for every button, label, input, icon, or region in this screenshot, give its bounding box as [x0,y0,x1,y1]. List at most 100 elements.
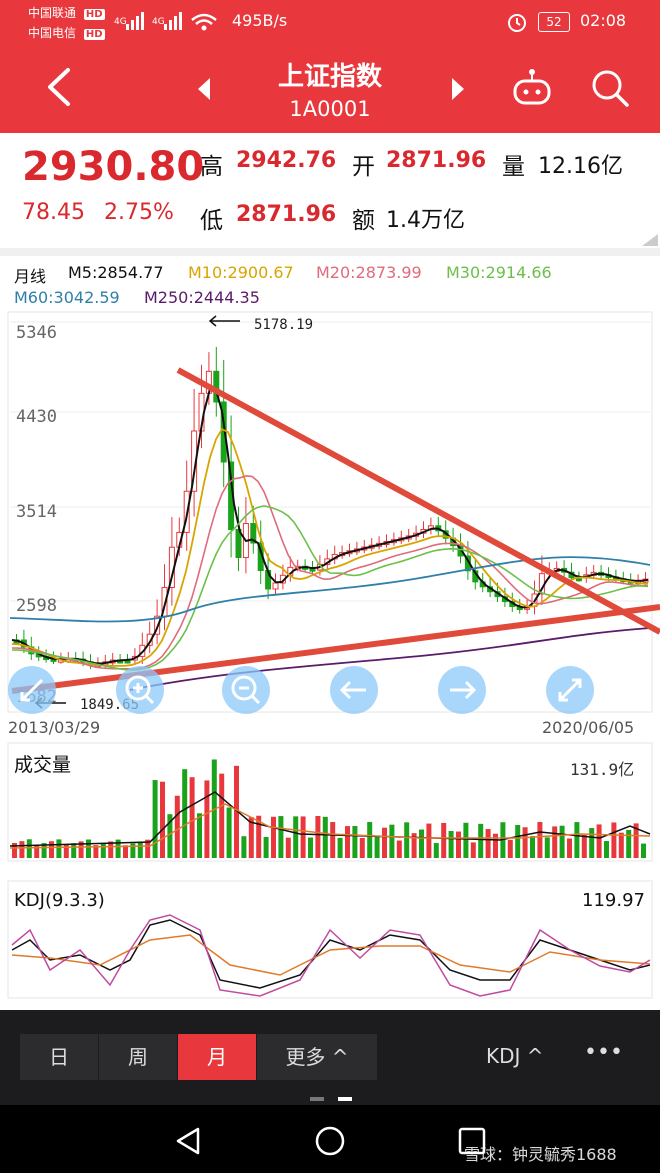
period-label: 月线 [14,267,47,286]
signal-wifi-icon: 4G 4G [114,12,217,31]
volume-bar [345,826,350,858]
zoom-in-button[interactable] [116,666,164,714]
watermark: 雪球：钟灵毓秀1688 [464,1145,617,1164]
volume-bar [123,845,128,858]
volume-bar [507,839,513,858]
volume-bar [285,837,291,858]
volume-bar [559,825,565,858]
divider [0,248,660,256]
nav-home-icon[interactable] [312,1123,348,1159]
kdj-chart [7,880,653,999]
indicator-selector[interactable]: KDJ ^ [486,1044,544,1068]
clock: 02:08 [580,11,627,30]
volume-bar [596,824,602,858]
volume-bar [330,822,336,858]
high-note: 5178.19 [254,317,313,333]
stock-code: 1A0001 [289,97,371,121]
volume-bar [145,839,151,858]
volume-bar [226,807,232,858]
zoom-out-button[interactable] [222,666,270,714]
volume-bar [448,831,454,858]
open-label: 开 [352,154,375,180]
volume-bar [204,780,210,858]
low-value: 2871.96 [236,202,337,227]
volume-bar [411,833,417,858]
resize-handle-icon [20,678,44,702]
candlestick-chart[interactable]: 5346 4430 3514 2598 1682 5178.19 1849.65 [0,310,660,715]
kdj-title: KDJ(9.3.3) [14,890,105,911]
volume-bar [626,829,632,858]
ma-line [11,505,649,671]
candle-body [250,523,257,544]
fullscreen-icon [558,678,582,702]
volume-bar [71,843,77,858]
volume-bar [359,837,365,858]
tab-week[interactable]: 周 [99,1034,177,1080]
tab-month[interactable]: 月 [178,1034,256,1080]
alarm-icon [508,14,526,32]
volume-bar [189,777,195,858]
ma10-label: M10:2900.67 [188,263,294,282]
volume-bar [56,839,62,858]
tab-day[interactable]: 日 [20,1034,98,1080]
drag-left-button[interactable] [8,666,56,714]
tab-more[interactable]: 更多 ^ [257,1034,377,1080]
volume-bar [271,816,276,858]
search-icon[interactable] [588,66,632,110]
next-stock-icon[interactable] [448,76,468,102]
low-label: 低 [200,208,223,234]
volume-bar [86,839,91,858]
carrier-2-label: 中国电信 [28,26,77,40]
fullscreen-button[interactable] [546,666,594,714]
svg-text:4G: 4G [152,17,165,27]
kdj-lines [11,914,651,997]
volume-label: 量 [502,154,525,180]
y-tick-2: 4430 [16,407,57,427]
robot-icon[interactable] [510,66,554,110]
volume-bar [293,816,299,858]
resistance-trendline [176,367,660,635]
volume-bar [108,841,114,858]
volume-bar [396,840,402,858]
ma250-label: M250:2444.35 [144,288,260,307]
volume-chart [7,742,653,862]
high-label: 高 [200,154,223,180]
arrow-left-icon [339,680,366,700]
ma60-label: M60:3042.59 [14,288,120,307]
candle-body [272,582,279,590]
back-icon[interactable] [38,64,78,110]
page-title: 上证指数 [277,62,382,92]
volume-bar [160,781,165,858]
amount-label: 额 [352,208,375,234]
scroll-left-button[interactable] [330,666,378,714]
x-end-label: 2020/06/05 [542,718,635,737]
prev-stock-icon[interactable] [194,76,214,102]
volume-bar [26,839,32,858]
nav-recent-icon[interactable] [454,1123,490,1159]
vol-ma-long [9,803,651,849]
expand-corner-icon[interactable] [640,232,660,248]
ma250-line [129,627,651,691]
volume-bar [315,816,321,858]
volume-frame [7,742,653,862]
volume-bar [544,837,550,858]
volume-bar [633,823,639,858]
volume-bar [49,841,54,858]
volume-bar [248,817,254,858]
scroll-right-button[interactable] [438,666,486,714]
carrier-1-label: 中国联通 [28,6,77,20]
volume-bar [589,828,595,858]
volume-bar [115,839,121,858]
nav-back-icon[interactable] [170,1123,206,1159]
volume-bar [167,814,173,858]
volume-bar [485,829,491,858]
app-header: 中国联通 HD 中国电信 HD 4G 4G 495B/s 52 02:08 上证… [0,0,660,133]
net-speed: 495B/s [232,11,288,30]
volume-ma-lines [9,791,651,849]
volume-bar [41,843,47,858]
last-price: 2930.80 [22,144,205,190]
more-menu-icon[interactable]: ••• [584,1040,623,1065]
carrier-1: 中国联通 HD [28,6,105,22]
volume-bar [641,843,646,858]
open-value: 2871.96 [386,148,487,173]
